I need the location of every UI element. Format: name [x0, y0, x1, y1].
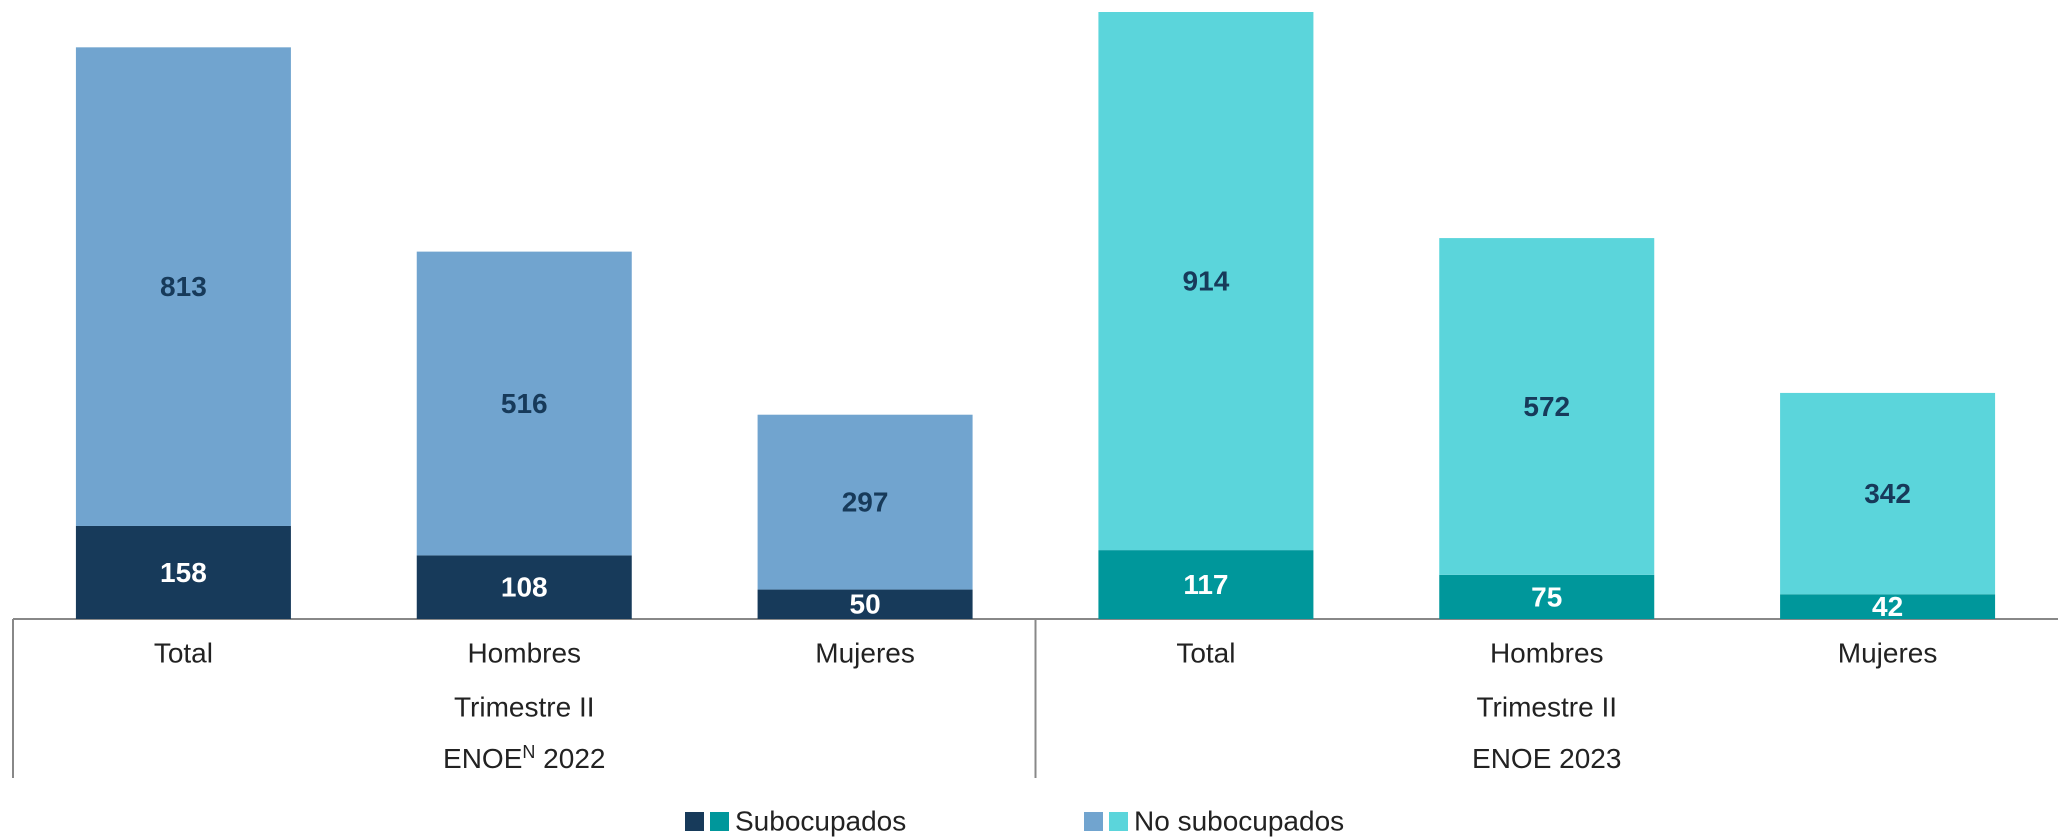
- legend-swatch: [685, 812, 704, 831]
- group-label-part: ENOE: [443, 743, 522, 774]
- group-label-part: N: [522, 742, 535, 762]
- bar-segment: [1439, 238, 1655, 575]
- group-period: Trimestre II: [454, 691, 595, 722]
- legend-swatch: [1109, 812, 1128, 831]
- category-label: Hombres: [467, 637, 581, 668]
- value-label: 572: [1523, 391, 1570, 422]
- bar-segment: [75, 47, 291, 526]
- legend-label: No subocupados: [1134, 805, 1344, 836]
- bar-segment: [1098, 550, 1314, 619]
- bar-segment: [757, 414, 973, 590]
- legend-swatch: [1084, 812, 1103, 831]
- value-label: 297: [842, 487, 889, 518]
- value-label: 50: [850, 589, 881, 620]
- bar-segment: [416, 251, 632, 556]
- bar-segment: [1780, 594, 1996, 619]
- category-label: Total: [154, 637, 213, 668]
- category-label: Mujeres: [1838, 637, 1938, 668]
- bar-segment: [75, 525, 291, 619]
- legend-swatch: [710, 812, 729, 831]
- bar-segment: [1098, 12, 1314, 551]
- value-label: 516: [501, 388, 548, 419]
- bar-segment: [416, 555, 632, 619]
- bar-segment: [1439, 574, 1655, 619]
- group-label-part: ENOE 2023: [1472, 743, 1621, 774]
- value-label: 914: [1183, 265, 1230, 296]
- value-label: 117: [1183, 569, 1228, 600]
- category-label: Total: [1176, 637, 1235, 668]
- value-label: 108: [501, 572, 548, 603]
- group-label-part: 2022: [535, 743, 605, 774]
- bar-segment: [1780, 392, 1996, 595]
- legend-label: Subocupados: [735, 805, 906, 836]
- value-label: 158: [160, 557, 207, 588]
- group-label: ENOE 2023: [1472, 743, 1621, 774]
- bar-segment: [757, 589, 973, 619]
- group-label: ENOEN 2022: [443, 742, 605, 775]
- value-label: 342: [1864, 478, 1911, 509]
- category-label: Hombres: [1490, 637, 1604, 668]
- category-label: Mujeres: [815, 637, 915, 668]
- value-label: 75: [1531, 581, 1562, 612]
- group-period: Trimestre II: [1476, 691, 1617, 722]
- value-label: 813: [160, 271, 207, 302]
- value-label: 42: [1872, 591, 1903, 622]
